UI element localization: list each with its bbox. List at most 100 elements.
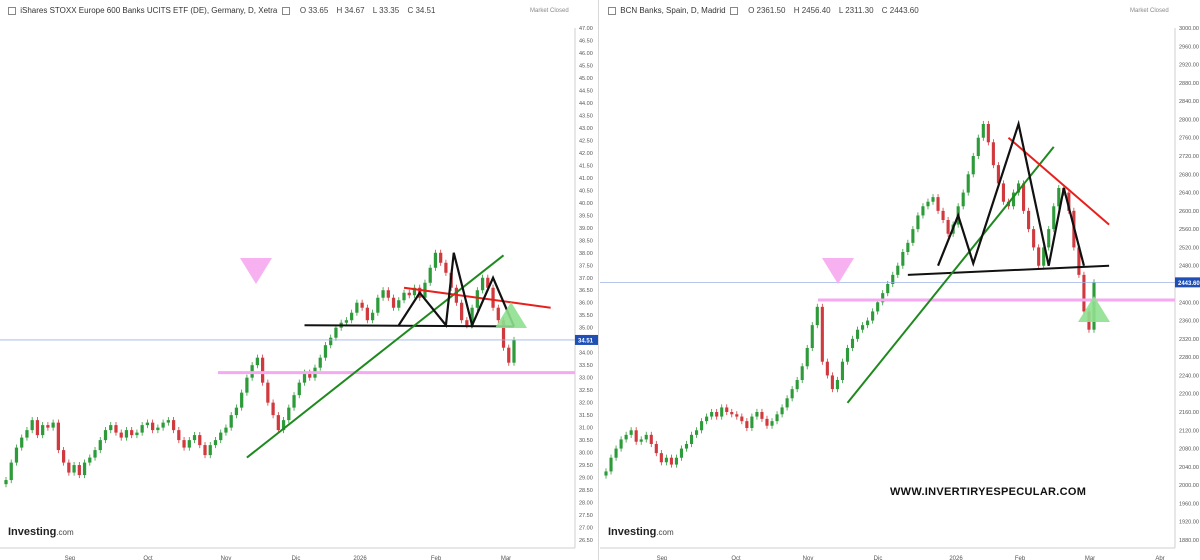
collapse-icon[interactable]	[608, 6, 616, 15]
y-tick-label: 41.50	[579, 163, 593, 169]
y-tick-label: 38.50	[579, 238, 593, 244]
candle-body	[480, 277, 485, 291]
current-price-label: 34.51	[578, 338, 594, 344]
candle-body	[161, 422, 165, 428]
right-high: H 2456.40	[793, 6, 831, 15]
y-tick-label: 35.50	[579, 313, 593, 319]
y-tick-label: 47.00	[579, 26, 593, 32]
candle-body	[604, 471, 608, 476]
candle-body	[344, 320, 349, 323]
candle-body	[891, 274, 895, 284]
y-tick-label: 26.50	[579, 538, 593, 544]
y-tick-label: 2840.00	[1179, 99, 1199, 105]
candle-body	[669, 457, 673, 465]
candle-body	[77, 465, 81, 476]
candle-body	[911, 229, 915, 243]
candle-body	[496, 307, 500, 321]
right-close: C 2443.60	[881, 6, 919, 15]
collapse-icon[interactable]	[8, 6, 16, 15]
candle-body	[428, 267, 432, 283]
candle-body	[323, 345, 328, 358]
x-tick-label: Mar	[1085, 556, 1095, 560]
candle-body	[213, 440, 218, 446]
y-tick-label: 2000.00	[1179, 483, 1199, 489]
candle-body	[465, 320, 469, 326]
candle-body	[825, 361, 829, 376]
candle-body	[866, 320, 870, 326]
candle-body	[25, 430, 29, 438]
y-tick-label: 2800.00	[1179, 117, 1199, 123]
right-market-status: Market Closed	[1130, 8, 1169, 14]
candle-body	[234, 407, 239, 416]
candle-body	[208, 445, 212, 456]
candle-body	[255, 357, 260, 366]
y-tick-label: 35.00	[579, 326, 593, 332]
y-tick-label: 29.00	[579, 476, 593, 482]
candle-body	[906, 242, 910, 252]
red-resistance-line	[403, 286, 551, 309]
right-candlestick-chart[interactable]: 3000.00 2960.00 2920.00 2880.00 2840.00 2800.…	[600, 0, 1200, 560]
y-tick-label: 2160.00	[1179, 410, 1199, 416]
candle-body	[971, 156, 975, 175]
candle-body	[674, 457, 678, 465]
candle-body	[936, 197, 940, 211]
left-chart-title: iShares STOXX Europe 600 Banks UCITS ETF…	[20, 6, 278, 15]
right-chart-panel: BCN Banks, Spain, D, Madrid O 2361.50 H …	[600, 0, 1200, 560]
candle-body	[72, 465, 76, 473]
candle-body	[886, 284, 890, 294]
y-tick-label: 1920.00	[1179, 520, 1199, 526]
y-tick-label: 2280.00	[1179, 355, 1199, 361]
right-low: L 2311.30	[838, 6, 874, 15]
candle-body	[850, 338, 855, 348]
candle-body	[629, 430, 633, 435]
candle-body	[203, 445, 207, 456]
candle-body	[921, 206, 925, 216]
y-tick-label: 2960.00	[1179, 44, 1199, 50]
current-price-label: 2443.60	[1178, 281, 1200, 287]
y-tick-label: 2920.00	[1179, 63, 1199, 69]
candle-body	[397, 300, 401, 308]
candle-body	[14, 447, 19, 463]
x-tick-label: Dic	[874, 556, 883, 560]
candle-body	[391, 297, 396, 308]
candle-body	[470, 307, 474, 326]
candle-body	[1052, 206, 1056, 230]
left-investing-logo: Investing.com	[8, 526, 74, 538]
candle-body	[775, 414, 779, 422]
candle-body	[1077, 247, 1081, 275]
candle-body	[1001, 183, 1006, 202]
candle-body	[790, 389, 794, 399]
left-candlestick-chart[interactable]: 47.00 46.50 46.00 45.50 45.00 44.50 44.00 43.50…	[0, 0, 598, 560]
y-tick-label: 2680.00	[1179, 172, 1199, 178]
settings-icon[interactable]	[281, 6, 290, 15]
candle-body	[1042, 247, 1046, 266]
candle-body	[276, 415, 280, 431]
candle-body	[760, 412, 764, 419]
candle-body	[376, 297, 380, 313]
candle-body	[407, 292, 411, 296]
y-tick-label: 27.00	[579, 526, 593, 532]
candle-body	[830, 375, 834, 390]
candle-body	[224, 427, 228, 433]
y-tick-label: 46.50	[579, 38, 593, 44]
candle-body	[624, 434, 628, 440]
y-tick-label: 39.50	[579, 213, 593, 219]
candle-body	[840, 361, 845, 380]
candle-body	[334, 327, 338, 338]
y-tick-label: 43.50	[579, 113, 593, 119]
y-tick-label: 1880.00	[1179, 538, 1199, 544]
candle-body	[260, 357, 265, 383]
candle-body	[240, 392, 244, 408]
candle-body	[996, 165, 1000, 184]
y-tick-label: 2400.00	[1179, 300, 1199, 306]
y-tick-label: 2720.00	[1179, 154, 1199, 160]
candle-body	[41, 425, 45, 436]
pink-down-triangle	[822, 258, 854, 284]
candle-body	[634, 430, 638, 442]
candle-body	[755, 412, 759, 417]
candle-body	[61, 450, 66, 463]
candle-body	[750, 416, 754, 428]
y-tick-label: 32.00	[579, 401, 593, 407]
settings-icon[interactable]	[729, 6, 738, 15]
x-tick-label: Feb	[1015, 556, 1026, 560]
